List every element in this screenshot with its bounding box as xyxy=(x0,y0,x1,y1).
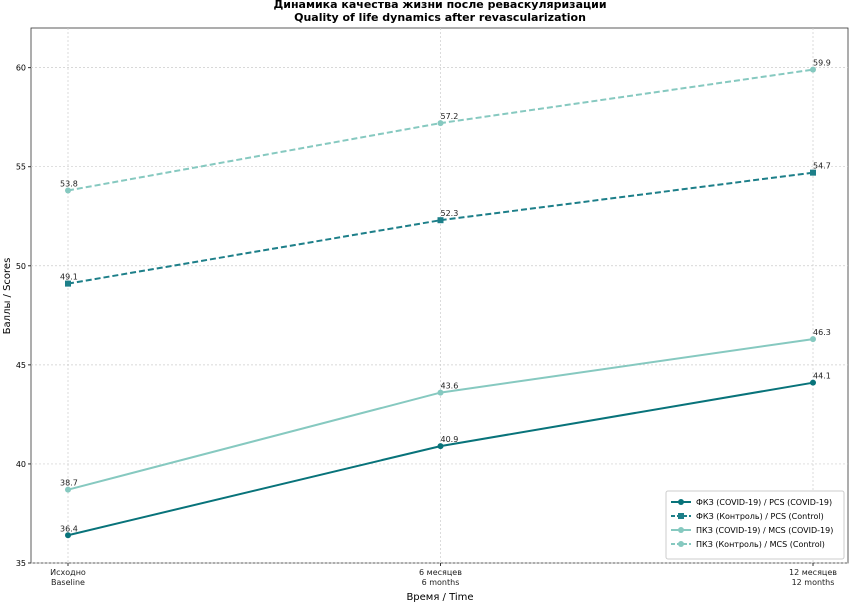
marker xyxy=(65,280,71,287)
x-tick-label: 6 месяцев 6 months xyxy=(419,568,462,587)
x-tick-label: 12 месяцев 12 months xyxy=(789,568,837,587)
y-tick-label: 45 xyxy=(16,361,26,370)
marker xyxy=(810,379,816,386)
legend-marker xyxy=(678,527,684,533)
marker xyxy=(437,443,444,450)
x-tick-label: Исходно Baseline xyxy=(50,568,86,587)
data-label: 49.1 xyxy=(60,273,78,282)
x-axis-label: Время / Time xyxy=(406,592,473,602)
legend-label: ФКЗ (Контроль) / PCS (Control) xyxy=(696,512,824,521)
chart-subtitle: Quality of life dynamics after revascula… xyxy=(294,11,586,24)
data-label: 54.7 xyxy=(813,162,831,171)
data-label: 36.4 xyxy=(60,524,78,533)
marker xyxy=(65,532,71,539)
data-label: 57.2 xyxy=(441,112,459,121)
data-label: 53.8 xyxy=(60,179,78,188)
legend-box xyxy=(665,490,845,560)
marker xyxy=(437,217,444,224)
marker xyxy=(65,486,71,493)
data-label: 46.3 xyxy=(813,328,831,337)
legend-marker xyxy=(678,541,684,547)
y-axis-label: Баллы / Scores xyxy=(2,258,13,335)
data-label: 43.6 xyxy=(441,382,459,391)
data-label: 44.1 xyxy=(813,372,831,381)
chart-title: Динамика качества жизни после реваскуляр… xyxy=(273,0,606,11)
legend-marker xyxy=(678,513,684,519)
marker xyxy=(65,187,71,194)
legend-marker xyxy=(678,499,684,505)
data-label: 40.9 xyxy=(441,435,459,444)
data-label: 52.3 xyxy=(441,209,459,218)
y-tick-label: 40 xyxy=(16,460,26,469)
legend-label: ПКЗ (Контроль) / MCS (Control) xyxy=(696,540,825,549)
plot-frame xyxy=(30,27,849,564)
marker xyxy=(810,169,816,176)
y-tick-label: 35 xyxy=(16,559,26,568)
y-tick-label: 55 xyxy=(16,163,26,172)
legend-label: ФКЗ (COVID-19) / PCS (COVID-19) xyxy=(696,498,832,507)
marker xyxy=(437,120,444,127)
marker xyxy=(437,389,444,396)
data-label: 38.7 xyxy=(60,479,78,488)
y-tick-label: 50 xyxy=(16,262,26,271)
marker xyxy=(810,336,816,343)
legend-label: ПКЗ (COVID-19) / MCS (COVID-19) xyxy=(696,526,833,535)
data-label: 59.9 xyxy=(813,59,831,68)
marker xyxy=(810,66,816,73)
legend: ФКЗ (COVID-19) / PCS (COVID-19) ФКЗ (Конт… xyxy=(665,490,845,560)
y-tick-label: 60 xyxy=(16,64,26,73)
